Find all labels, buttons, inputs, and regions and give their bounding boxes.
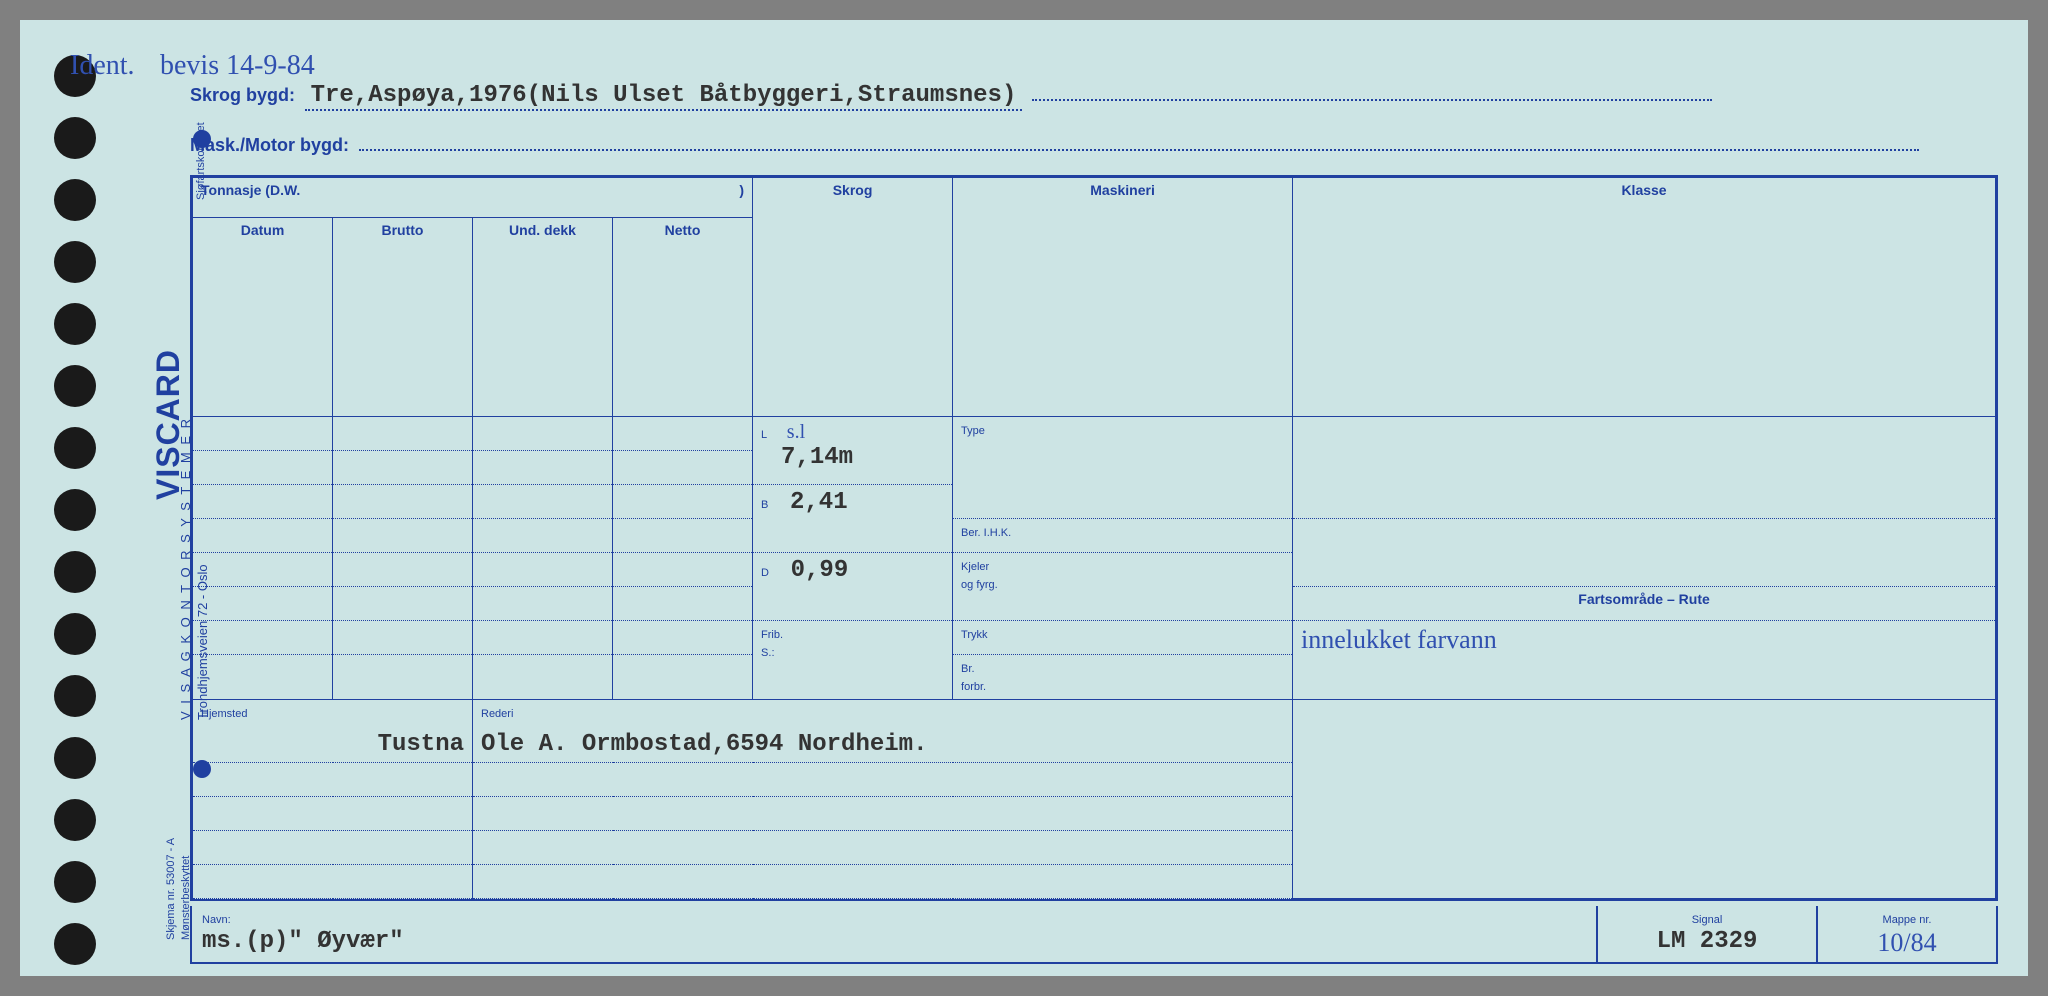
skrog-col: Skrog bbox=[833, 182, 873, 198]
tonnasje-label: Tonnasje (D.W. bbox=[201, 182, 300, 198]
punch-hole bbox=[54, 737, 96, 779]
signal-label: Signal bbox=[1692, 914, 1723, 926]
kjeler-label: Kjeler bbox=[961, 561, 989, 573]
record-card: VISCARD V I S A G K O N T O R S Y S T E … bbox=[20, 20, 2028, 976]
netto-col: Netto bbox=[665, 222, 701, 238]
handwritten-farvann: innelukket farvann bbox=[1301, 625, 1497, 654]
punch-hole-strip bbox=[20, 20, 130, 976]
handwritten-ident: Ident. bbox=[70, 50, 135, 82]
navn-value: ms.(p)" Øyvær" bbox=[202, 928, 404, 955]
rederi-label: Rederi bbox=[481, 708, 513, 720]
tonnasje-close: ) bbox=[739, 182, 744, 198]
punch-hole bbox=[54, 923, 96, 965]
trykk-label: Trykk bbox=[961, 629, 987, 641]
forbr-label: forbr. bbox=[961, 681, 986, 693]
B-label: B bbox=[761, 499, 768, 511]
punch-hole bbox=[54, 427, 96, 469]
punch-hole bbox=[54, 675, 96, 717]
S-label: S.: bbox=[761, 647, 774, 659]
unddekk-col: Und. dekk bbox=[509, 222, 576, 238]
form-body: Ident. bevis 14-9-84 Skrog bygd: Tre,Asp… bbox=[130, 20, 2028, 976]
L-label: L bbox=[761, 429, 767, 441]
klasse-col: Klasse bbox=[1621, 182, 1666, 198]
motor-bygd-label: Mask./Motor bygd: bbox=[190, 135, 349, 155]
ber-ihk-label: Ber. I.H.K. bbox=[961, 527, 1011, 539]
punch-hole bbox=[54, 303, 96, 345]
motor-bygd-row: Mask./Motor bygd: bbox=[190, 135, 1998, 156]
hjemsted-label: Hjemsted bbox=[201, 708, 247, 720]
B-value: 2,41 bbox=[790, 489, 848, 516]
datum-col: Datum bbox=[241, 222, 285, 238]
signal-value: LM 2329 bbox=[1657, 928, 1758, 955]
punch-hole bbox=[54, 489, 96, 531]
punch-hole bbox=[54, 613, 96, 655]
punch-hole bbox=[54, 365, 96, 407]
L-value: 7,14m bbox=[781, 444, 853, 471]
handwritten-bevis: bevis 14-9-84 bbox=[160, 50, 315, 82]
brutto-col: Brutto bbox=[382, 222, 424, 238]
skrog-bygd-row: Skrog bygd: Tre,Aspøya,1976(Nils Ulset B… bbox=[190, 82, 1998, 109]
mappe-label: Mappe nr. bbox=[1883, 914, 1932, 926]
skrog-bygd-label: Skrog bygd: bbox=[190, 85, 295, 105]
punch-hole bbox=[54, 861, 96, 903]
D-label: D bbox=[761, 567, 769, 579]
br-label: Br. bbox=[961, 663, 974, 675]
type-label: Type bbox=[961, 425, 985, 437]
punch-hole bbox=[54, 117, 96, 159]
main-table: Tonnasje (D.W. ) Skrog Maskineri Klasse … bbox=[190, 175, 1998, 901]
hjemsted-value: Tustna bbox=[378, 731, 464, 758]
rederi-value: Ole A. Ormbostad,6594 Nordheim. bbox=[481, 731, 927, 758]
punch-hole bbox=[54, 551, 96, 593]
punch-hole bbox=[54, 799, 96, 841]
mappe-value: 10/84 bbox=[1877, 928, 1936, 957]
navn-label: Navn: bbox=[202, 914, 231, 926]
L-hw: s.l bbox=[787, 421, 805, 443]
ogfyrg-label: og fyrg. bbox=[961, 579, 998, 591]
skrog-bygd-value: Tre,Aspøya,1976(Nils Ulset Båtbyggeri,St… bbox=[305, 82, 1023, 111]
frib-label: Frib. bbox=[761, 629, 783, 641]
fartsomrade-label: Fartsområde – Rute bbox=[1578, 591, 1709, 607]
maskineri-col: Maskineri bbox=[1090, 182, 1155, 198]
punch-hole bbox=[54, 241, 96, 283]
punch-hole bbox=[54, 179, 96, 221]
D-value: 0,99 bbox=[791, 557, 849, 584]
footer-row: Navn: ms.(p)" Øyvær" Signal LM 2329 Mapp… bbox=[190, 906, 1998, 961]
